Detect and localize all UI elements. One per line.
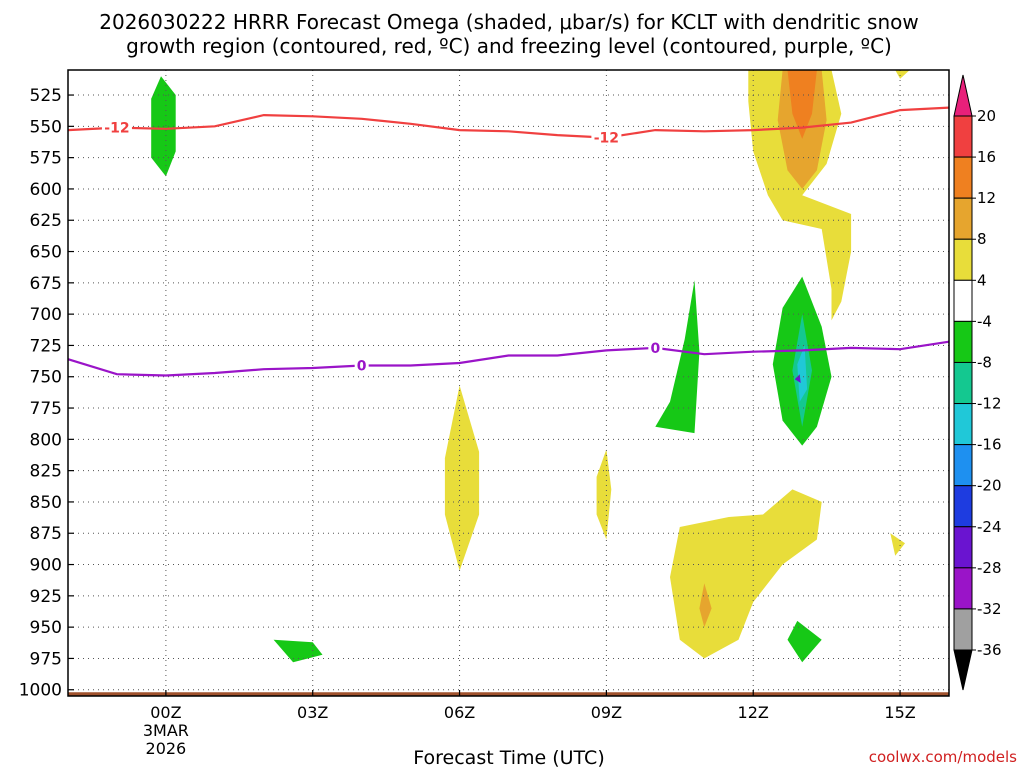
- x-tick-label: 09Z: [591, 703, 622, 722]
- colorbar-box: [953, 156, 973, 199]
- colorbar-box: [953, 608, 973, 651]
- y-tick-label: 950: [30, 618, 62, 638]
- omega-area-1: [748, 70, 852, 321]
- y-tick-label: 675: [30, 274, 62, 294]
- colorbar-label: -32: [977, 600, 1002, 618]
- colorbar-box: [953, 361, 973, 405]
- colorbar-top-arrow: [953, 74, 973, 117]
- colorbar-label: -24: [977, 518, 1002, 536]
- dotted-grid: [68, 70, 949, 696]
- omega-area-12: [699, 583, 712, 628]
- y-tick-label: 925: [30, 587, 62, 607]
- x-axis-title: Forecast Time (UTC): [413, 747, 604, 768]
- pressure-axis: 525 550 575 600 625 650 675 700 725 750 775 800 825 8…: [19, 86, 74, 701]
- omega-area-13: [787, 620, 822, 663]
- y-tick-label: 825: [30, 462, 62, 482]
- x-tick-label: 06Z: [444, 703, 475, 722]
- colorbar-box: [953, 567, 973, 610]
- ground-layer: [68, 692, 949, 696]
- ground-strip: [68, 692, 949, 696]
- colorbar-label: -4: [977, 312, 992, 330]
- y-tick-label: 900: [30, 556, 62, 576]
- chart-title-line1: 2026030222 HRRR Forecast Omega (shaded, …: [99, 10, 918, 34]
- y-tick-label: 800: [30, 430, 62, 450]
- x-tick-label: 12Z: [738, 703, 769, 722]
- colorbar-box: [953, 526, 973, 569]
- colorbar-box: [953, 115, 973, 158]
- y-tick-label: 850: [30, 493, 62, 513]
- omega-area-14: [890, 533, 905, 556]
- colorbar-label: 16: [977, 148, 996, 166]
- temperature-contours: -12 -12 0 0: [67, 106, 950, 377]
- colorbar-box: [953, 238, 973, 281]
- contour-label-bg: [648, 339, 663, 356]
- colorbar-label: 12: [977, 189, 996, 207]
- colorbar-box: [953, 403, 973, 446]
- plot-frame: [67, 69, 950, 697]
- omega-area-4: [895, 70, 910, 79]
- x-tick-label: 15Z: [884, 703, 915, 722]
- y-tick-label: 625: [30, 211, 62, 231]
- contour-label-bg: [354, 357, 369, 374]
- x-year-label: 2026: [146, 739, 187, 758]
- omega-area-6: [596, 449, 612, 540]
- colorbar-box: [953, 279, 973, 322]
- y-tick-label: 650: [30, 243, 62, 263]
- chart-title-line2: growth region (contoured, red, ºC) and f…: [126, 34, 892, 58]
- y-tick-label: 600: [30, 180, 62, 200]
- colorbar: 20 16 12 8 4 -4 -8 -12 -16 -20 -24 -28 -32 -36: [953, 74, 1002, 691]
- y-tick-label: 700: [30, 305, 62, 325]
- y-tick-label: 525: [30, 86, 62, 106]
- colorbar-label: 20: [977, 107, 996, 125]
- contour-label-bg: [101, 119, 132, 136]
- y-tick-label: 975: [30, 649, 62, 669]
- contour-label: -12: [594, 131, 619, 147]
- x-tick-label: 03Z: [297, 703, 328, 722]
- colorbar-box: [953, 320, 973, 363]
- colorbar-label: -36: [977, 641, 1002, 659]
- colorbar-box: [953, 485, 973, 528]
- omega-area-15: [273, 639, 323, 663]
- colorbar-label: 4: [977, 271, 987, 289]
- colorbar-label: -12: [977, 395, 1002, 413]
- colorbar-label: -20: [977, 477, 1002, 495]
- y-tick-label: 575: [30, 149, 62, 169]
- contour-line-1: [67, 340, 950, 377]
- colorbar-label: 8: [977, 230, 987, 248]
- x-tick-label: 00Z: [150, 703, 181, 722]
- colorbar-label: -16: [977, 436, 1002, 454]
- colorbar-box: [953, 197, 973, 240]
- colorbar-bottom-arrow: [953, 649, 973, 691]
- contour-line-0: [67, 106, 950, 139]
- omega-area-16: [794, 374, 801, 383]
- colorbar-label: -8: [977, 353, 992, 371]
- omega-area-10: [797, 345, 808, 402]
- y-tick-label: 875: [30, 524, 62, 544]
- x-date-label: 3MAR: [143, 721, 189, 740]
- contour-label: 0: [357, 358, 367, 374]
- omega-area-7: [655, 280, 700, 434]
- contour-label: -12: [104, 121, 129, 137]
- y-tick-label: 550: [30, 117, 62, 137]
- omega-area-5: [444, 385, 480, 571]
- site-credit: coolwx.com/models: [869, 748, 1017, 766]
- y-tick-label: 725: [30, 336, 62, 356]
- y-tick-label: 750: [30, 368, 62, 388]
- omega-area-3: [787, 70, 817, 139]
- colorbar-box: [953, 444, 973, 487]
- y-tick-label: 775: [30, 399, 62, 419]
- omega-shaded-areas: [151, 70, 910, 663]
- contour-label-bg: [591, 129, 622, 146]
- contour-label: 0: [650, 341, 660, 357]
- y-tick-label: 1000: [19, 681, 62, 701]
- colorbar-label: -28: [977, 559, 1002, 577]
